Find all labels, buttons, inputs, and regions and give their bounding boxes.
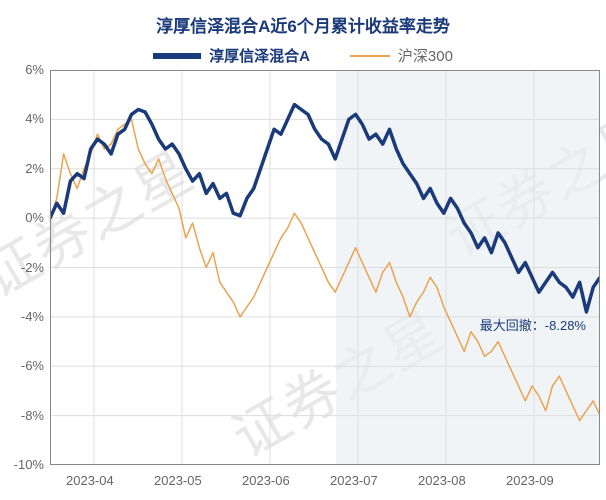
x-tick-label: 2023-06 (242, 473, 290, 488)
y-tick-label: 0% (25, 210, 44, 225)
chart-container: 证券之星 证券之星 证券之星 淳厚信泽混合A近6个月累计收益率走势 淳厚信泽混合… (0, 0, 606, 500)
legend-item-index: 沪深300 (350, 45, 453, 66)
max-drawdown-label: 最大回撤：-8.28% (480, 315, 586, 334)
x-tick-label: 2023-05 (154, 473, 202, 488)
y-tick-label: -8% (21, 408, 44, 423)
chart-title: 淳厚信泽混合A近6个月累计收益率走势 (0, 0, 606, 37)
y-tick-label: 4% (25, 111, 44, 126)
x-tick-label: 2023-04 (66, 473, 114, 488)
legend-swatch-fund (153, 53, 201, 59)
chart-legend: 淳厚信泽混合A 沪深300 (0, 45, 606, 66)
y-tick-label: 6% (25, 62, 44, 77)
y-tick-label: -10% (14, 457, 44, 472)
legend-swatch-index (350, 55, 390, 57)
x-tick-label: 2023-08 (418, 473, 466, 488)
legend-item-fund: 淳厚信泽混合A (153, 45, 310, 66)
legend-label-index: 沪深300 (398, 45, 453, 66)
x-tick-label: 2023-07 (330, 473, 378, 488)
y-tick-label: 2% (25, 161, 44, 176)
y-tick-label: -2% (21, 260, 44, 275)
chart-plot (50, 70, 600, 465)
y-tick-label: -4% (21, 309, 44, 324)
y-tick-label: -6% (21, 358, 44, 373)
x-tick-label: 2023-09 (506, 473, 554, 488)
legend-label-fund: 淳厚信泽混合A (209, 45, 310, 66)
